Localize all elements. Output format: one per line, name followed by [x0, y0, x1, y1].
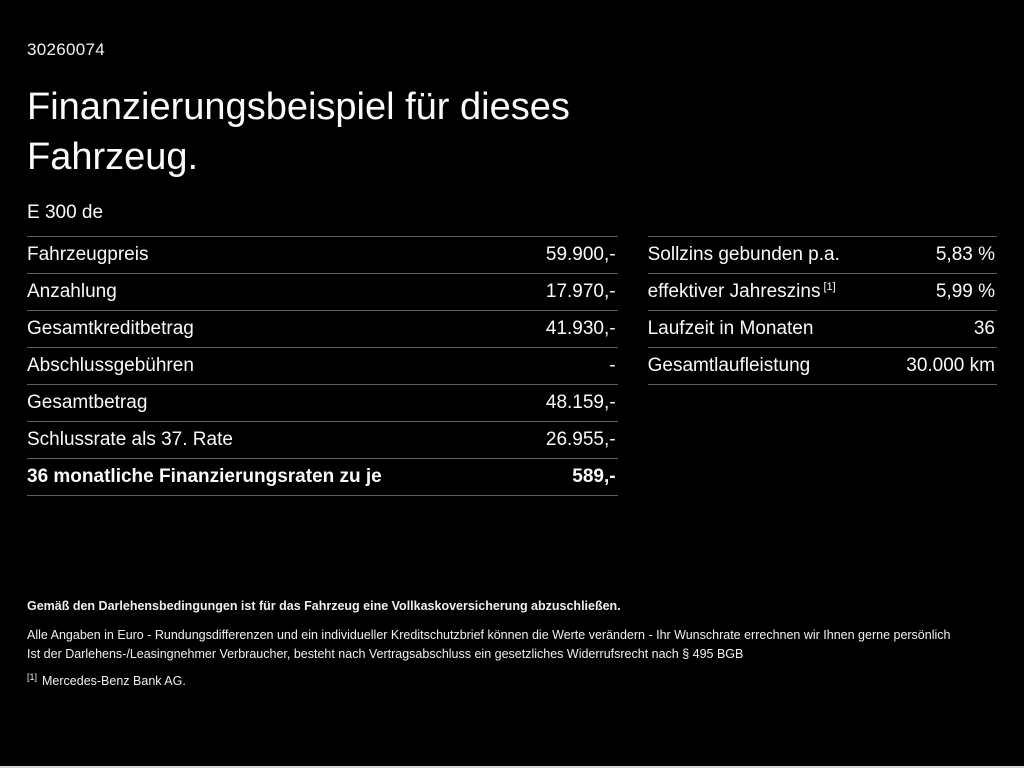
financing-table-left: Fahrzeugpreis 59.900,- Anzahlung 17.970,…: [27, 236, 618, 497]
row-label: Anzahlung: [27, 281, 117, 303]
page-title-line1: Finanzierungsbeispiel für dieses: [27, 86, 570, 128]
bottom-edge-line: [0, 766, 1024, 768]
row-value: 48.159,-: [545, 392, 616, 414]
row-value: -: [609, 355, 616, 377]
row-value: 589,-: [572, 466, 616, 488]
row-value: 17.970,-: [545, 281, 616, 303]
disclaimer-line2: Ist der Darlehens-/Leasingnehmer Verbrau…: [27, 647, 744, 661]
table-row-sollzins: Sollzins gebunden p.a. 5,83 %: [647, 236, 997, 273]
vehicle-model: E 300 de: [27, 202, 104, 224]
row-label: Gesamtlaufleistung: [647, 355, 811, 377]
row-label-text: effektiver Jahreszins: [647, 281, 821, 303]
table-row-effektiver-jahreszins: effektiver Jahreszins [1] 5,99 %: [647, 273, 997, 310]
financing-table-right: Sollzins gebunden p.a. 5,83 % effektiver…: [647, 236, 997, 386]
table-row-gesamtkreditbetrag: Gesamtkreditbetrag 41.930,-: [27, 310, 618, 347]
table-row-fahrzeugpreis: Fahrzeugpreis 59.900,-: [27, 236, 618, 273]
row-value: 59.900,-: [545, 244, 616, 266]
row-value: 36: [973, 318, 995, 340]
row-label: Gesamtkreditbetrag: [27, 318, 194, 340]
row-label: 36 monatliche Finanzierungsraten zu je: [27, 466, 382, 488]
row-label: Abschlussgebühren: [27, 355, 194, 377]
row-label: Gesamtbetrag: [27, 392, 148, 414]
row-label: Laufzeit in Monaten: [647, 318, 814, 340]
row-value: 5,99 %: [935, 281, 995, 303]
footnote-marker: [1]: [27, 671, 38, 682]
disclaimer-line1: Alle Angaben in Euro - Rundungsdifferenz…: [27, 628, 951, 642]
financing-tables: Fahrzeugpreis 59.900,- Anzahlung 17.970,…: [27, 236, 997, 497]
table-row-gesamtbetrag: Gesamtbetrag 48.159,-: [27, 384, 618, 421]
row-value: 41.930,-: [545, 318, 616, 340]
table-row-abschlussgebuehren: Abschlussgebühren -: [27, 347, 618, 384]
insurance-note: Gemäß den Darlehensbedingungen ist für d…: [27, 599, 621, 613]
footnote-marker: [1]: [823, 280, 836, 293]
table-row-anzahlung: Anzahlung 17.970,-: [27, 273, 618, 310]
row-value: 26.955,-: [545, 429, 616, 451]
table-row-monatsrate: 36 monatliche Finanzierungsraten zu je 5…: [27, 458, 618, 497]
row-label: Fahrzeugpreis: [27, 244, 149, 266]
table-row-gesamtlaufleistung: Gesamtlaufleistung 30.000 km: [647, 347, 997, 386]
legal-footer: Gemäß den Darlehensbedingungen ist für d…: [27, 597, 1000, 691]
document-id: 30260074: [27, 40, 106, 59]
page-title: Finanzierungsbeispiel für dieses Fahrzeug…: [27, 82, 997, 182]
row-label: Sollzins gebunden p.a.: [647, 244, 840, 266]
table-row-laufzeit: Laufzeit in Monaten 36: [647, 310, 997, 347]
row-value: 30.000 km: [906, 355, 995, 377]
row-label: effektiver Jahreszins [1]: [648, 281, 836, 303]
page-title-line2: Fahrzeug.: [27, 136, 199, 179]
row-value: 5,83 %: [935, 244, 995, 266]
row-label: Schlussrate als 37. Rate: [27, 429, 233, 451]
table-row-schlussrate: Schlussrate als 37. Rate 26.955,-: [27, 421, 618, 458]
footnote-line: [1] Mercedes-Benz Bank AG.: [27, 672, 1000, 691]
footnote-text: Mercedes-Benz Bank AG.: [42, 674, 186, 688]
